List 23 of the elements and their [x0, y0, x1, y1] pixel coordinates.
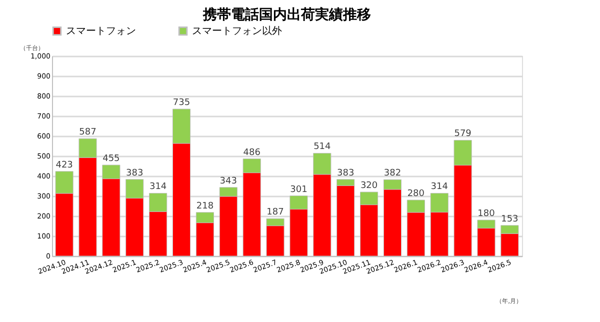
legend-label: スマートフォン: [66, 26, 136, 38]
total-label: 486: [243, 148, 261, 158]
total-label: 579: [454, 129, 472, 140]
total-label: 301: [290, 184, 308, 195]
chart-title: 携帯電話国内出荷実績推移: [202, 6, 371, 23]
total-label: 280: [407, 189, 425, 199]
total-label: 423: [56, 160, 73, 170]
total-label: 320: [360, 181, 378, 191]
total-label: 343: [220, 176, 237, 186]
total-label: 153: [501, 214, 518, 224]
total-label: 455: [102, 154, 120, 164]
total-label: 735: [172, 98, 190, 108]
total-label: 382: [384, 168, 402, 179]
total-label: 187: [266, 208, 284, 218]
total-label: 314: [149, 182, 167, 192]
legend-label: スマートフォン以外: [192, 25, 282, 38]
total-label: 218: [196, 201, 214, 212]
total-label: 383: [126, 168, 144, 178]
total-label: 514: [314, 142, 332, 152]
total-label: 180: [478, 209, 496, 219]
total-label: 314: [430, 182, 448, 192]
total-label: 383: [337, 168, 354, 178]
total-label: 587: [79, 128, 96, 138]
